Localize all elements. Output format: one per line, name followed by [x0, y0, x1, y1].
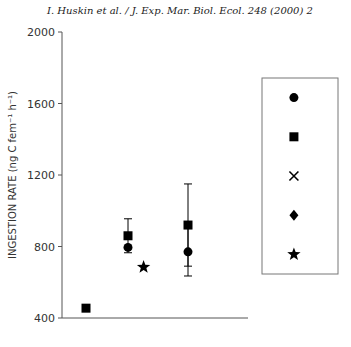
y-tick: [58, 175, 62, 176]
point: [124, 231, 133, 240]
y-tick-label: 1200: [27, 169, 55, 182]
legend-marker: [289, 172, 298, 181]
x-axis-line: [62, 318, 248, 319]
legend: [262, 78, 338, 274]
legend-marker: [287, 247, 300, 260]
y-axis-line: [62, 32, 63, 318]
y-tick-label: 1600: [27, 98, 55, 111]
y-tick-label: 2000: [27, 26, 55, 39]
legend-box: [262, 78, 338, 274]
title: I. Huskin et al. / J. Exp. Mar. Biol. Ec…: [46, 5, 313, 16]
point: [82, 304, 91, 313]
y-axis-label: INGESTION RATE (ng C fem⁻¹ h⁻¹): [7, 91, 18, 259]
plot-area: [82, 184, 193, 313]
y-tick: [58, 32, 62, 33]
legend-marker: [289, 93, 298, 102]
legend-marker: [289, 210, 298, 221]
chart-container: I. Huskin et al. / J. Exp. Mar. Biol. Ec…: [0, 0, 351, 347]
point: [137, 260, 150, 273]
point: [184, 221, 193, 230]
y-tick: [58, 103, 62, 104]
chart: I. Huskin et al. / J. Exp. Mar. Biol. Ec…: [0, 0, 351, 347]
y-tick-label: 800: [34, 241, 55, 254]
legend-marker: [289, 132, 298, 141]
error-bar: [184, 184, 192, 266]
error-bar: [124, 219, 132, 253]
y-tick: [58, 318, 62, 319]
y-tick-label: 400: [34, 312, 55, 325]
y-tick: [58, 246, 62, 247]
